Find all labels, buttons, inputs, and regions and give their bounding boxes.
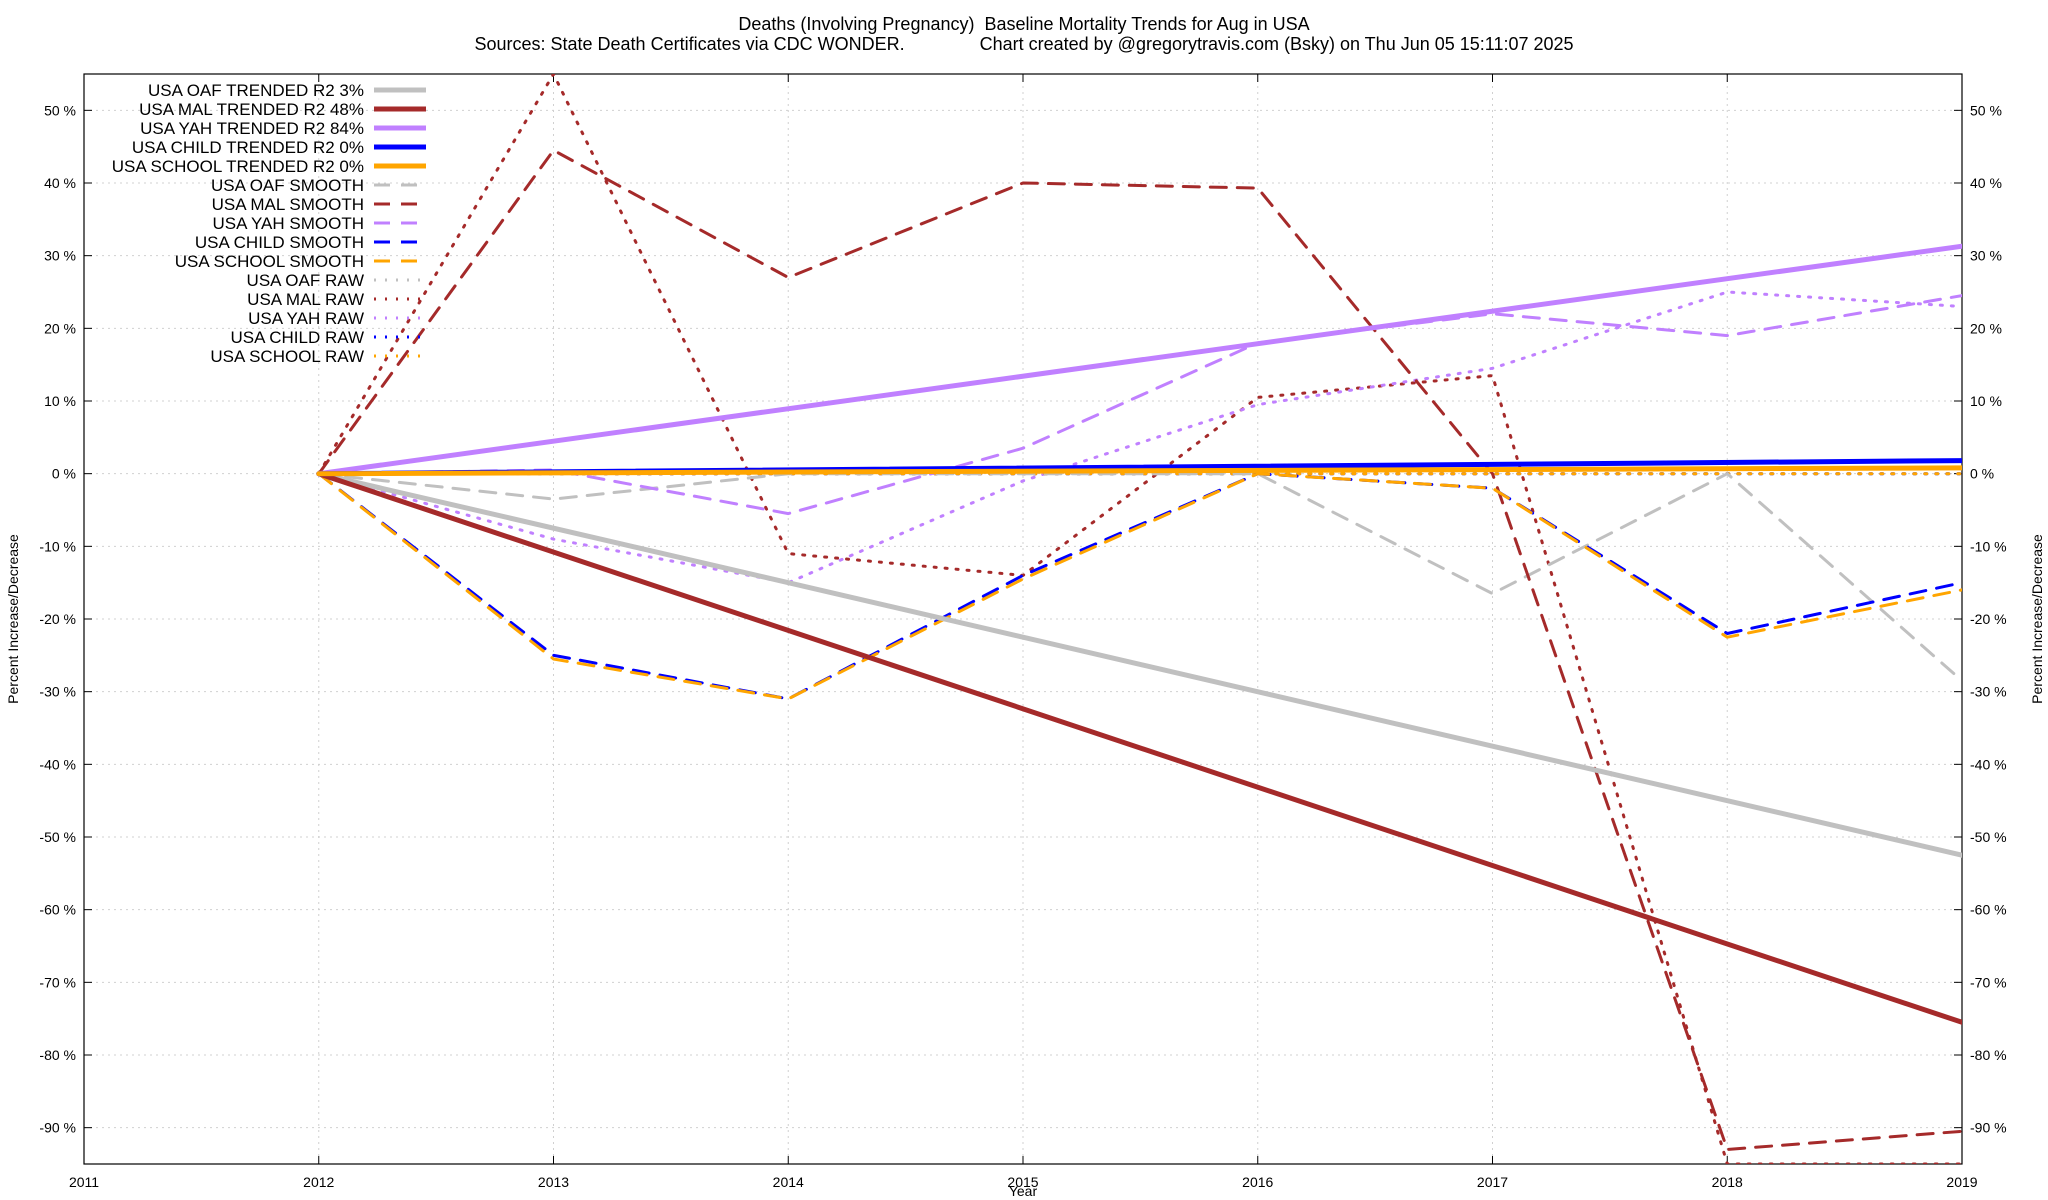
y-tick-label-left: -70 % <box>39 974 76 990</box>
series-line-8 <box>317 472 1962 701</box>
legend-label: USA YAH RAW <box>248 309 364 328</box>
series-line-9 <box>317 472 1962 701</box>
legend-label: USA YAH TRENDED R2 84% <box>140 119 364 138</box>
y-tick-label-right: -10 % <box>1970 538 2007 554</box>
legend-label: USA OAF SMOOTH <box>211 176 364 195</box>
series-lines <box>316 74 1962 1164</box>
legend-label: USA SCHOOL SMOOTH <box>175 252 364 271</box>
series-line-2 <box>316 243 1962 477</box>
y-tick-label-right: -20 % <box>1970 611 2007 627</box>
legend-label: USA OAF RAW <box>247 271 364 290</box>
legend-label: USA CHILD RAW <box>230 328 364 347</box>
y-axis-label-left: Percent Increase/Decrease <box>5 534 21 704</box>
legend-label: USA YAH SMOOTH <box>213 214 364 233</box>
y-tick-label-left: 30 % <box>44 248 76 264</box>
y-tick-label-left: 50 % <box>44 102 76 118</box>
series-line-6 <box>317 148 1962 1151</box>
chart-title: Deaths (Involving Pregnancy) Baseline Mo… <box>738 14 1310 34</box>
y-tick-label-right: -60 % <box>1970 902 2007 918</box>
series-line-0 <box>316 471 1962 858</box>
y-tick-label-left: -40 % <box>39 756 76 772</box>
legend-label: USA SCHOOL TRENDED R2 0% <box>112 157 364 176</box>
legend-label: USA CHILD SMOOTH <box>195 233 364 252</box>
y-axis-label-right: Percent Increase/Decrease <box>2029 534 2045 704</box>
y-tick-label-right: -40 % <box>1970 756 2007 772</box>
y-tick-label-right: -30 % <box>1970 684 2007 700</box>
x-tick-label: 2015 <box>1007 1174 1038 1190</box>
x-axis-label: Year <box>1009 1183 1038 1199</box>
legend: USA OAF TRENDED R2 3%USA MAL TRENDED R2 … <box>112 81 426 366</box>
legend-label: USA MAL RAW <box>247 290 364 309</box>
y-tick-label-right: 30 % <box>1970 248 2002 264</box>
y-tick-label-right: 10 % <box>1970 393 2002 409</box>
y-tick-label-right: -80 % <box>1970 1047 2007 1063</box>
series-line-5 <box>317 472 1962 683</box>
x-tick-label: 2011 <box>69 1174 99 1190</box>
x-tick-label: 2013 <box>538 1174 569 1190</box>
y-tick-label-left: 10 % <box>44 393 76 409</box>
y-tick-label-right: -70 % <box>1970 974 2007 990</box>
y-tick-label-left: 0 % <box>52 466 76 482</box>
y-tick-label-left: -80 % <box>39 1047 76 1063</box>
legend-label: USA MAL TRENDED R2 48% <box>139 100 364 119</box>
x-tick-label: 2017 <box>1477 1174 1508 1190</box>
x-tick-label: 2019 <box>1946 1174 1977 1190</box>
y-tick-label-left: 40 % <box>44 175 76 191</box>
chart-subtitle: Sources: State Death Certificates via CD… <box>474 34 1574 54</box>
x-tick-label: 2012 <box>303 1174 334 1190</box>
legend-label: USA OAF TRENDED R2 3% <box>148 81 364 100</box>
y-tick-label-right: 40 % <box>1970 175 2002 191</box>
y-tick-label-left: -30 % <box>39 684 76 700</box>
series-line-4 <box>316 465 1962 477</box>
y-tick-label-left: -60 % <box>39 902 76 918</box>
y-tick-label-left: -90 % <box>39 1120 76 1136</box>
y-tick-label-right: -90 % <box>1970 1120 2007 1136</box>
y-tick-label-left: 20 % <box>44 320 76 336</box>
axis-ticks: 2011 2012 2013 2014 2015 2016 2017 2018 2019 50 %… <box>39 74 2007 1190</box>
x-tick-label: 2014 <box>773 1174 804 1190</box>
grid-lines <box>83 74 1963 1164</box>
y-tick-label-left: -20 % <box>39 611 76 627</box>
series-line-11 <box>317 74 1962 1164</box>
y-tick-label-right: 20 % <box>1970 320 2002 336</box>
x-tick-label: 2016 <box>1242 1174 1273 1190</box>
y-tick-label-left: -50 % <box>39 829 76 845</box>
y-tick-label-right: 50 % <box>1970 102 2002 118</box>
y-tick-label-left: -10 % <box>39 538 76 554</box>
series-line-7 <box>317 294 1962 516</box>
legend-label: USA CHILD TRENDED R2 0% <box>132 138 364 157</box>
series-line-1 <box>316 471 1962 1025</box>
x-tick-label: 2018 <box>1712 1174 1743 1190</box>
y-tick-label-right: -50 % <box>1970 829 2007 845</box>
legend-label: USA SCHOOL RAW <box>210 347 364 366</box>
y-tick-label-right: 0 % <box>1970 466 1994 482</box>
legend-label: USA MAL SMOOTH <box>212 195 364 214</box>
